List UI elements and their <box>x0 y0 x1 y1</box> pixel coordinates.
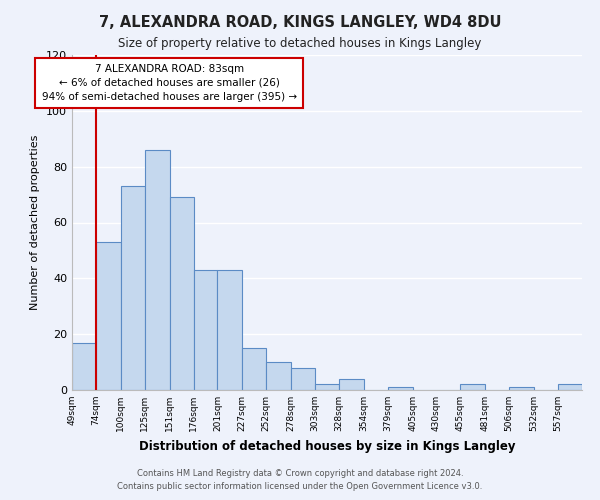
Bar <box>72 342 96 390</box>
Bar <box>315 384 339 390</box>
Bar <box>145 150 170 390</box>
Bar <box>121 186 145 390</box>
Bar <box>388 387 413 390</box>
Text: Contains HM Land Registry data © Crown copyright and database right 2024.
Contai: Contains HM Land Registry data © Crown c… <box>118 470 482 491</box>
Bar <box>266 362 291 390</box>
Bar <box>242 348 266 390</box>
Y-axis label: Number of detached properties: Number of detached properties <box>31 135 40 310</box>
Text: 7, ALEXANDRA ROAD, KINGS LANGLEY, WD4 8DU: 7, ALEXANDRA ROAD, KINGS LANGLEY, WD4 8D… <box>99 15 501 30</box>
Bar <box>96 242 121 390</box>
Text: Size of property relative to detached houses in Kings Langley: Size of property relative to detached ho… <box>118 38 482 51</box>
Bar <box>339 379 364 390</box>
Bar <box>291 368 315 390</box>
X-axis label: Distribution of detached houses by size in Kings Langley: Distribution of detached houses by size … <box>139 440 515 452</box>
Bar <box>194 270 217 390</box>
Bar <box>170 198 194 390</box>
Text: 7 ALEXANDRA ROAD: 83sqm
← 6% of detached houses are smaller (26)
94% of semi-det: 7 ALEXANDRA ROAD: 83sqm ← 6% of detached… <box>41 64 296 102</box>
Bar <box>558 384 582 390</box>
Bar <box>509 387 534 390</box>
Bar <box>460 384 485 390</box>
Bar <box>217 270 242 390</box>
